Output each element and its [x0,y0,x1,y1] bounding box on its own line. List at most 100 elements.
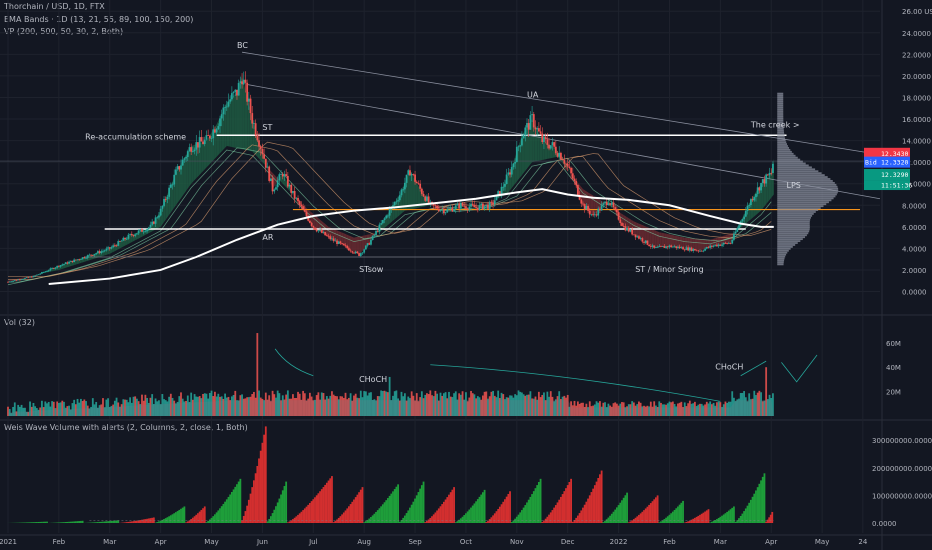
weis-bar [57,522,60,523]
volume-bar [69,409,72,416]
candle-body [322,232,325,233]
weis-bar [578,513,581,523]
candle-body [710,245,713,247]
candle-body [102,250,104,252]
weis-bar [504,499,506,523]
candle-body [638,236,640,239]
volume-bar [41,400,43,416]
weis-bar [242,515,245,523]
volume-profile-bar [777,214,813,217]
candle-body [463,205,466,207]
weis-bar [755,490,757,523]
weis-bar [178,509,181,523]
volume-bar [322,393,325,416]
candle-body [392,205,394,207]
weis-bar [232,489,235,523]
volume-bar [697,404,700,416]
label-choch-1: CHoCH [359,375,387,384]
volume-bar [302,390,305,416]
candle-body [320,229,323,233]
candle-body [86,255,89,258]
candle-body [336,240,338,244]
candle-body [441,209,444,211]
volume-bar [498,398,501,416]
volume-bar [25,411,28,416]
weis-bar [130,521,133,523]
volume-profile-bar [777,203,827,206]
candle-body [134,234,137,236]
volume-bar [54,408,57,416]
weis-bar [64,522,67,523]
volume-bar [507,397,510,416]
volume-bar [453,393,455,416]
candle-body [402,189,405,191]
candle-body [376,230,379,232]
volume-pane-title[interactable]: Vol (32) [4,318,35,327]
candle-body [46,271,48,272]
weis-bar [749,499,752,523]
volume-bar [268,395,271,416]
candle-body [242,79,245,85]
weis-bar [35,522,38,523]
weis-bar [517,514,520,523]
weis-bar [390,493,393,523]
candle-body [56,265,59,268]
weis-bar [619,502,622,523]
volume-bar [315,395,318,416]
ema-ribbon-segment [552,145,555,158]
weis-bar [302,510,305,523]
volume-bar [13,402,16,416]
weis-bar [475,501,478,523]
candle-body [641,238,644,242]
ema-ribbon-segment [705,239,708,249]
weis-bar [595,481,598,523]
weis-pane-title[interactable]: Weis Wave Volume with alerts (2, Columns… [4,423,248,432]
ema-bands-legend[interactable]: EMA Bands · 1D (13, 21, 55, 89, 100, 150… [4,15,194,24]
volume-bar [427,394,430,416]
candle-body [173,174,176,185]
weis-bar [678,504,681,523]
weis-bar [570,478,572,523]
weis-bar [599,474,601,523]
volume-bar [561,396,564,416]
candle-body [152,221,155,224]
volume-bar [356,397,359,416]
weis-bar [276,502,279,523]
weis-bar [297,514,299,523]
candle-body [690,247,693,252]
candle-body [629,229,632,232]
volume-profile-bar [777,141,787,144]
volume-bar [488,396,491,416]
candle-body [164,198,167,200]
candle-body [675,246,678,249]
weis-bar [293,517,296,523]
candle-body [263,154,266,159]
weis-bar [319,491,321,523]
volume-bar [98,405,101,416]
candle-body [324,232,327,236]
volume-bar [239,395,242,416]
candle-body [480,203,483,206]
weis-bar [356,494,359,523]
volume-bar [93,404,96,416]
weis-bar [646,506,649,523]
weis-bar [471,505,474,523]
weis-bar [424,522,427,523]
weis-bar [509,491,511,523]
volume-bar [242,398,245,416]
candle-body [456,203,459,206]
volume-bar [666,403,669,416]
candle-body [332,238,335,241]
weis-bar [397,484,399,523]
volume-bar [690,403,693,416]
volume-profile-legend[interactable]: VP (200, 500, 50, 30, 2, Both) [4,27,124,36]
candle-body [191,151,194,152]
volume-bar [244,398,247,416]
candle-body [61,264,64,266]
weis-bar [368,518,371,523]
symbol-title[interactable]: Thorchain / USD, 1D, FTX [4,2,105,11]
volume-profile-bar [777,147,790,149]
ema-ribbon-segment [659,232,662,248]
weis-bar [697,515,700,523]
